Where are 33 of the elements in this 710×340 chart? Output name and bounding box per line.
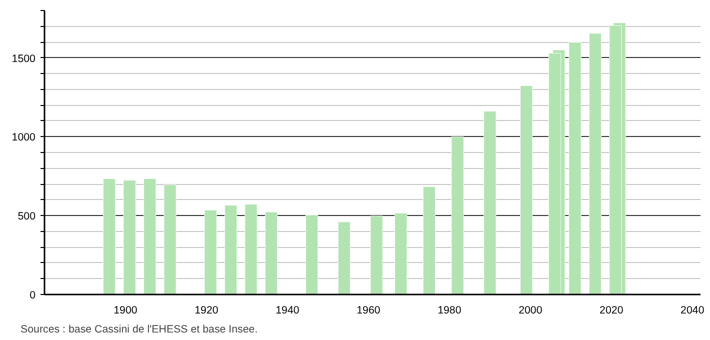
x-tick-label: 2000	[518, 304, 542, 316]
x-tick-label: 1980	[438, 304, 462, 316]
bar	[568, 42, 582, 294]
bar	[609, 25, 622, 294]
source-note: Sources : base Cassini de l'EHESS et base Insee.	[20, 324, 258, 336]
y-tick-label: 0	[30, 290, 36, 302]
x-tick-label: 1920	[194, 304, 218, 316]
bar	[394, 212, 408, 294]
x-tick-label: 2020	[600, 304, 624, 316]
bar	[264, 212, 278, 294]
x-tick-label: 2040	[680, 304, 704, 316]
y-tick-label: 1500	[12, 52, 36, 65]
bar	[370, 216, 383, 294]
bar	[484, 110, 496, 294]
bar	[520, 86, 533, 294]
bar	[102, 178, 116, 294]
y-tick-label: 500	[18, 210, 36, 223]
bar	[164, 184, 176, 294]
bar	[143, 178, 156, 294]
bar	[422, 186, 436, 294]
bar	[204, 210, 217, 294]
bar	[548, 53, 562, 294]
x-tick-label: 1940	[276, 304, 300, 316]
bar	[305, 214, 318, 294]
x-tick-label: 1960	[356, 304, 380, 316]
bar	[338, 222, 350, 294]
y-tick-label: 1000	[12, 132, 36, 144]
x-tick-label: 1900	[114, 304, 138, 316]
bar	[451, 136, 464, 294]
bar	[588, 33, 602, 294]
bar	[244, 204, 258, 294]
bar	[224, 204, 238, 294]
bar	[123, 180, 136, 294]
